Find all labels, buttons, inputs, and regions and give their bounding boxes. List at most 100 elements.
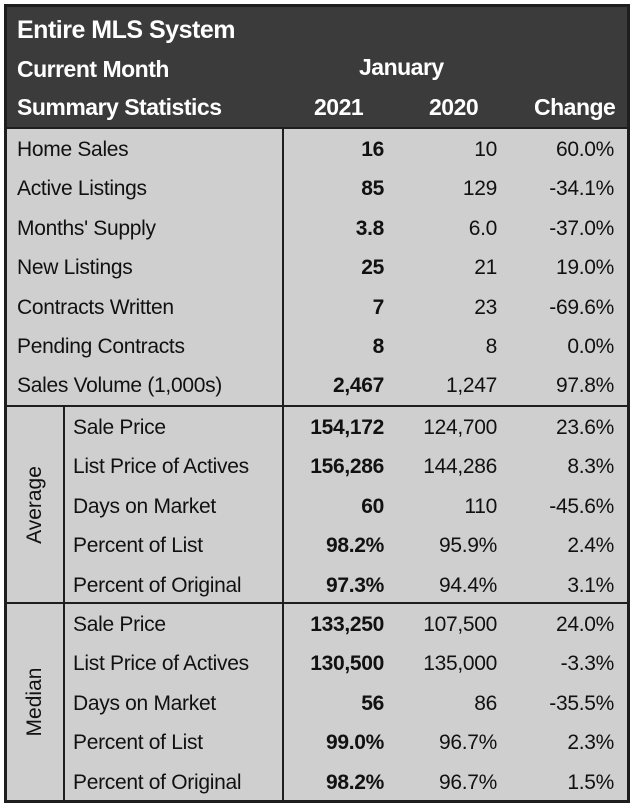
value-change: 24.0% [555, 613, 614, 636]
value-2021: 7 [372, 295, 385, 319]
row-label: Percent of List [73, 534, 203, 558]
value-change: 8.3% [567, 455, 614, 479]
median-row: Percent of Original 98.2% 96.7% 1.5% [7, 764, 627, 803]
value-2021: 154,172 [310, 416, 384, 439]
value-2021: 98.2% [325, 770, 384, 794]
header-divider [7, 127, 627, 129]
average-row: Percent of List 98.2% 95.9% 2.4% [7, 527, 627, 566]
column-header-2020: 2020 [429, 94, 479, 120]
mls-summary-table: Entire MLS System Current Month January … [4, 4, 630, 803]
row-label: List Price of Actives [73, 652, 249, 676]
median-row: Days on Market 56 86 -35.5% [7, 685, 627, 724]
current-month-label: Current Month [17, 56, 169, 82]
value-2020: 86 [474, 691, 497, 715]
value-2020: 21 [474, 256, 497, 280]
value-change: 19.0% [555, 256, 614, 280]
section-label-median: Median [7, 604, 63, 800]
value-change: 60.0% [555, 138, 614, 161]
row-label: New Listings [17, 256, 133, 280]
value-2021: 2,467 [332, 374, 384, 398]
section-label-average-text: Average [23, 465, 46, 544]
value-2021: 8 [372, 335, 385, 358]
row-label: Sale Price [73, 613, 166, 636]
summary-row: New Listings 25 21 19.0% [7, 249, 627, 288]
value-change: -69.6% [549, 295, 614, 319]
value-2021: 98.2% [325, 534, 384, 558]
value-2021: 133,250 [310, 613, 384, 636]
average-row: Percent of Original 97.3% 94.4% 3.1% [7, 567, 627, 606]
median-row: Percent of List 99.0% 96.7% 2.3% [7, 724, 627, 763]
value-2021: 16 [361, 138, 384, 161]
value-change: 23.6% [555, 416, 614, 439]
value-change: 97.8% [555, 374, 614, 398]
value-2020: 129 [462, 177, 497, 201]
table-header: Entire MLS System Current Month January … [7, 7, 627, 127]
value-2020: 95.9% [438, 534, 497, 558]
value-2021: 85 [361, 177, 384, 201]
row-label: Days on Market [73, 494, 216, 518]
value-2020: 23 [474, 295, 497, 319]
row-label: List Price of Actives [73, 455, 249, 479]
value-change: -35.5% [549, 691, 614, 715]
value-2020: 144,286 [423, 455, 497, 479]
value-change: 3.1% [567, 573, 614, 597]
value-change: 2.4% [567, 534, 614, 558]
median-row: List Price of Actives 130,500 135,000 -3.3% [7, 645, 627, 684]
value-change: -3.3% [560, 652, 615, 676]
row-label: Days on Market [73, 691, 216, 715]
average-row: Days on Market 60 110 -45.6% [7, 488, 627, 527]
value-2020: 1,247 [445, 374, 497, 398]
value-2020: 6.0 [468, 216, 498, 240]
value-2021: 156,286 [310, 455, 384, 479]
table-title: Entire MLS System [17, 16, 235, 44]
value-2021: 60 [361, 494, 384, 518]
section-label-average: Average [7, 407, 63, 602]
value-2020: 96.7% [438, 770, 497, 794]
value-change: 1.5% [567, 770, 614, 794]
value-change: -34.1% [549, 177, 614, 201]
summary-row: Pending Contracts 8 8 0.0% [7, 328, 627, 367]
average-section-divider [7, 405, 627, 407]
value-2020: 94.4% [438, 573, 497, 597]
column-header-change: Change [534, 94, 616, 120]
value-change: 2.3% [567, 731, 614, 755]
month-label: January [359, 54, 444, 80]
summary-statistics-label: Summary Statistics [17, 94, 222, 120]
value-change: 0.0% [567, 335, 614, 358]
median-section-divider [7, 602, 627, 604]
value-2021: 25 [361, 256, 384, 280]
section-label-median-text: Median [23, 667, 46, 737]
summary-row: Contracts Written 7 23 -69.6% [7, 289, 627, 328]
row-label: Percent of Original [73, 770, 242, 794]
value-2021: 97.3% [325, 573, 384, 597]
row-label: Sales Volume (1,000s) [17, 374, 222, 398]
value-change: -37.0% [549, 216, 614, 240]
average-row: Sale Price 154,172 124,700 23.6% [7, 409, 627, 448]
value-2020: 124,700 [423, 416, 497, 439]
value-2020: 10 [474, 138, 497, 161]
row-label: Home Sales [17, 138, 129, 161]
row-label: Percent of List [73, 731, 203, 755]
value-2020: 107,500 [423, 613, 497, 636]
row-label: Percent of Original [73, 573, 242, 597]
summary-row: Months' Supply 3.8 6.0 -37.0% [7, 210, 627, 249]
value-2021: 56 [361, 691, 384, 715]
summary-row: Home Sales 16 10 60.0% [7, 131, 627, 170]
average-row: List Price of Actives 156,286 144,286 8.3% [7, 448, 627, 487]
summary-row: Sales Volume (1,000s) 2,467 1,247 97.8% [7, 367, 627, 406]
value-2020: 135,000 [423, 652, 497, 676]
value-2020: 8 [485, 335, 498, 358]
value-2021: 99.0% [325, 731, 384, 755]
value-2021: 130,500 [310, 652, 384, 676]
value-2021: 3.8 [355, 216, 385, 240]
column-header-2021: 2021 [314, 94, 364, 120]
section-label-divider [63, 405, 65, 800]
row-label: Active Listings [17, 177, 147, 201]
value-change: -45.6% [549, 494, 614, 518]
column-divider-label [282, 127, 284, 800]
value-2020: 96.7% [438, 731, 497, 755]
median-row: Sale Price 133,250 107,500 24.0% [7, 606, 627, 645]
row-label: Sale Price [73, 416, 166, 439]
summary-row: Active Listings 85 129 -34.1% [7, 170, 627, 209]
row-label: Pending Contracts [17, 335, 185, 358]
